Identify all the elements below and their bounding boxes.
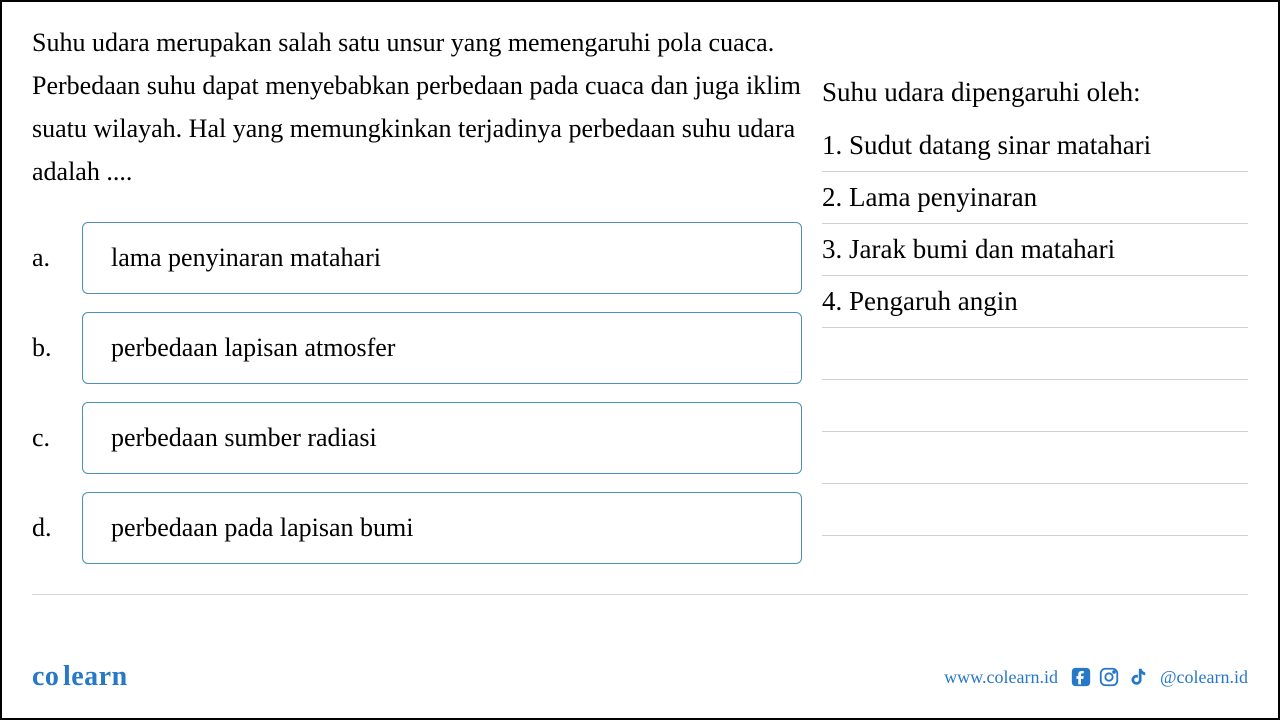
option-row: d. perbedaan pada lapisan bumi (32, 492, 802, 564)
option-row: a. lama penyinaran matahari (32, 222, 802, 294)
answer-title: Suhu udara dipengaruhi oleh: (822, 77, 1248, 108)
answer-item: 1. Sudut datang sinar matahari (822, 120, 1248, 172)
tiktok-icon[interactable] (1126, 666, 1148, 688)
option-letter: b. (32, 333, 62, 363)
footer-divider (32, 594, 1248, 595)
facebook-icon[interactable] (1070, 666, 1092, 688)
options-list: a. lama penyinaran matahari b. perbedaan… (32, 222, 802, 564)
website-url[interactable]: www.colearn.id (944, 667, 1058, 688)
option-letter: d. (32, 513, 62, 543)
option-row: b. perbedaan lapisan atmosfer (32, 312, 802, 384)
option-d[interactable]: perbedaan pada lapisan bumi (82, 492, 802, 564)
option-a[interactable]: lama penyinaran matahari (82, 222, 802, 294)
answer-blank-line (822, 432, 1248, 484)
option-c[interactable]: perbedaan sumber radiasi (82, 402, 802, 474)
question-panel: Suhu udara merupakan salah satu unsur ya… (32, 22, 802, 564)
option-b[interactable]: perbedaan lapisan atmosfer (82, 312, 802, 384)
option-letter: c. (32, 423, 62, 453)
option-row: c. perbedaan sumber radiasi (32, 402, 802, 474)
answer-blank-line (822, 484, 1248, 536)
answer-item: 4. Pengaruh angin (822, 276, 1248, 328)
option-letter: a. (32, 243, 62, 273)
instagram-icon[interactable] (1098, 666, 1120, 688)
answer-item: 3. Jarak bumi dan matahari (822, 224, 1248, 276)
footer: co learn www.colearn.id @colearn.id (2, 661, 1278, 693)
logo: co learn (32, 661, 128, 693)
answer-item: 2. Lama penyinaran (822, 172, 1248, 224)
answer-list: 1. Sudut datang sinar matahari 2. Lama p… (822, 120, 1248, 536)
answer-blank-line (822, 380, 1248, 432)
footer-right: www.colearn.id @colearn.id (944, 666, 1248, 688)
social-icons (1070, 666, 1148, 688)
question-text: Suhu udara merupakan salah satu unsur ya… (32, 22, 802, 194)
answer-blank-line (822, 328, 1248, 380)
logo-co: co (32, 661, 59, 692)
social-handle[interactable]: @colearn.id (1160, 667, 1248, 688)
logo-learn: learn (63, 661, 128, 692)
answer-panel: Suhu udara dipengaruhi oleh: 1. Sudut da… (822, 22, 1248, 564)
